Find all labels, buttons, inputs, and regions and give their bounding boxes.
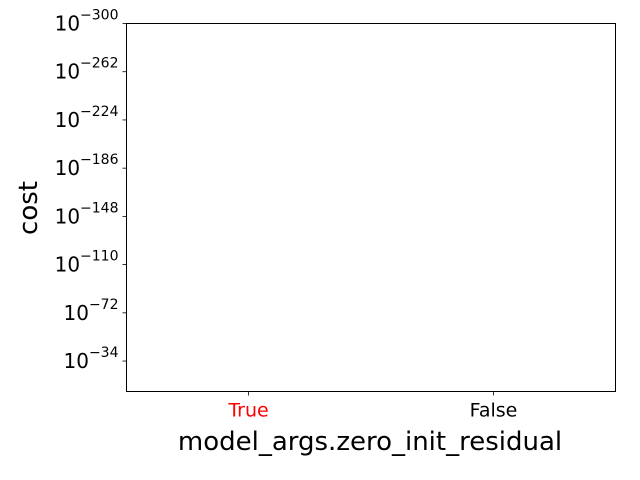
y-tick-label: 10−34 [64,345,119,373]
y-tick-label-base: 10 [55,108,80,132]
x-tick-label-true: True [227,400,268,422]
y-tick-label-base: 10 [55,253,80,277]
y-tick-label-exponent: −300 [80,8,118,24]
y-tick-label: 10−262 [55,56,119,84]
y-tick-label-exponent: −148 [80,200,118,216]
y-tick-label-base: 10 [55,204,80,228]
plot-area [126,23,616,392]
y-tick-label: 10−72 [64,297,119,325]
y-tick-label-exponent: −262 [80,56,118,72]
y-tick-label-base: 10 [64,349,89,373]
y-tick-label: 10−148 [55,200,119,228]
y-tick-label: 10−186 [55,152,119,180]
y-axis: 10−3410−7210−11010−14810−18610−22410−262… [55,8,127,373]
y-tick-label-base: 10 [55,156,80,180]
x-axis-label: model_args.zero_init_residual [178,427,562,457]
x-axis: True False [227,391,518,422]
y-tick-label: 10−300 [55,8,119,36]
y-tick-label: 10−110 [55,249,119,277]
y-tick-label-base: 10 [55,12,80,36]
y-tick-label-base: 10 [55,60,80,84]
x-tick-label-false: False [470,400,518,422]
y-tick-label: 10−224 [55,104,119,132]
y-tick-label-base: 10 [64,301,89,325]
y-tick-label-exponent: −224 [80,104,119,120]
y-axis-label: cost [14,181,44,235]
y-tick-label-exponent: −72 [89,297,119,313]
y-tick-label-exponent: −110 [80,249,118,265]
y-tick-label-exponent: −186 [80,152,119,168]
y-tick-label-exponent: −34 [89,345,119,361]
